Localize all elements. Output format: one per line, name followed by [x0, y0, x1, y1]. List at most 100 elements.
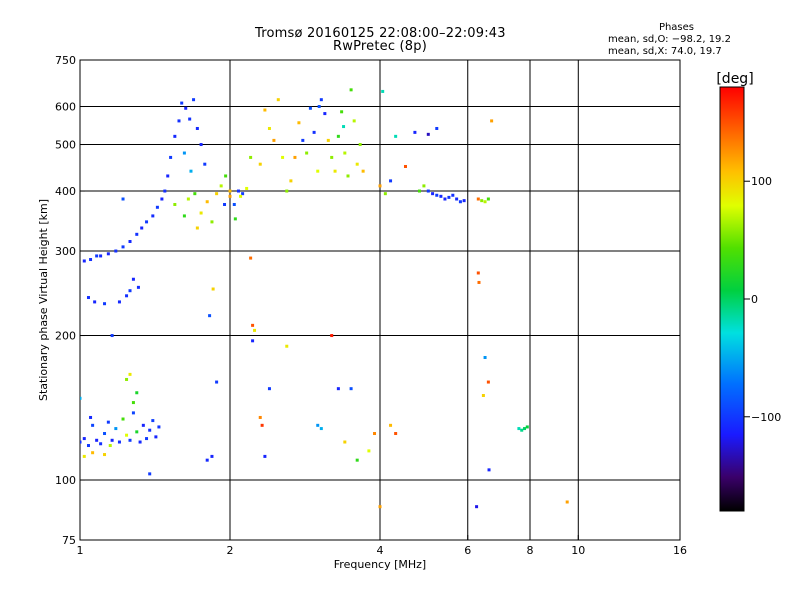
x-tick-label: 4: [377, 544, 384, 557]
data-point: [336, 134, 340, 138]
data-point: [154, 435, 158, 439]
y-tick-label: 200: [55, 330, 76, 343]
data-point: [186, 197, 190, 201]
data-point: [319, 427, 323, 431]
data-point: [128, 240, 132, 244]
data-point: [86, 296, 90, 300]
data-point: [477, 280, 481, 284]
data-point: [389, 179, 393, 183]
data-point: [145, 437, 149, 441]
data-point: [486, 380, 490, 384]
data-point: [260, 423, 264, 427]
data-point: [103, 453, 107, 457]
data-point: [91, 423, 95, 427]
x-tick-label: 8: [527, 544, 534, 557]
x-tick-label: 10: [571, 544, 585, 557]
data-point: [349, 387, 353, 391]
data-point: [160, 197, 164, 201]
data-point: [475, 505, 479, 509]
data-point: [285, 189, 289, 193]
data-point: [352, 119, 356, 123]
data-point: [435, 126, 439, 130]
data-point: [319, 98, 323, 102]
data-point: [289, 179, 293, 183]
data-point: [177, 119, 181, 123]
data-point: [267, 387, 271, 391]
y-tick-label: 300: [55, 245, 76, 258]
data-point: [258, 162, 262, 166]
data-point: [394, 432, 398, 436]
data-point: [205, 200, 209, 204]
data-point: [173, 202, 177, 206]
data-point: [128, 289, 132, 293]
data-point: [346, 174, 350, 178]
data-point: [317, 105, 321, 109]
data-point: [525, 425, 529, 429]
data-point: [349, 88, 353, 92]
data-point: [121, 245, 125, 249]
data-point: [151, 419, 155, 423]
data-point: [389, 423, 393, 427]
chart-subtitle: RwPretec (8p): [333, 39, 427, 54]
data-point: [219, 184, 223, 188]
data-point: [108, 444, 112, 448]
data-point: [138, 440, 142, 444]
data-point: [180, 101, 184, 105]
data-point: [232, 202, 236, 206]
data-point: [91, 451, 95, 455]
data-point: [121, 197, 125, 201]
data-point: [312, 130, 316, 134]
data-point: [131, 401, 135, 405]
data-point: [326, 138, 330, 142]
data-point: [422, 184, 426, 188]
data-point: [333, 169, 337, 173]
data-point: [114, 249, 118, 253]
x-axis: 1 2 4 6 8 10 16: [77, 535, 687, 557]
data-point: [340, 110, 344, 114]
data-point: [483, 200, 487, 204]
data-point: [367, 449, 371, 453]
data-point: [125, 294, 129, 298]
data-point: [236, 189, 240, 193]
data-point: [297, 121, 301, 125]
data-point: [128, 372, 132, 376]
data-point: [285, 344, 289, 348]
data-point: [239, 194, 243, 198]
data-point: [82, 437, 86, 441]
data-point: [117, 440, 121, 444]
data-point: [215, 380, 219, 384]
data-point: [99, 254, 103, 258]
data-point: [82, 454, 86, 458]
data-point: [355, 458, 359, 462]
data-point: [378, 505, 382, 509]
data-point: [517, 427, 521, 431]
data-point: [211, 287, 215, 291]
data-point: [80, 396, 82, 400]
colorbar-tick-label: 0: [751, 293, 758, 306]
phases-o-line: mean, sd,O: −98.2, 19.2: [608, 34, 731, 45]
data-point: [458, 200, 462, 204]
data-point: [136, 285, 140, 289]
data-point: [145, 220, 149, 224]
data-point: [316, 169, 320, 173]
data-point: [163, 189, 167, 193]
y-tick-label: 400: [55, 185, 76, 198]
data-point: [342, 125, 346, 129]
data-point: [106, 252, 110, 256]
y-tick-label: 750: [55, 54, 76, 67]
data-point: [483, 355, 487, 359]
data-point: [228, 189, 232, 193]
data-point: [82, 259, 86, 263]
data-point: [114, 427, 118, 431]
data-point: [151, 214, 155, 218]
data-point: [155, 205, 159, 209]
data-point: [431, 192, 435, 196]
data-point: [355, 162, 359, 166]
data-point: [166, 174, 170, 178]
data-point: [323, 112, 327, 116]
data-point: [95, 438, 99, 442]
data-point: [86, 444, 90, 448]
data-point: [249, 256, 253, 260]
data-point: [135, 232, 139, 236]
data-point: [343, 151, 347, 155]
